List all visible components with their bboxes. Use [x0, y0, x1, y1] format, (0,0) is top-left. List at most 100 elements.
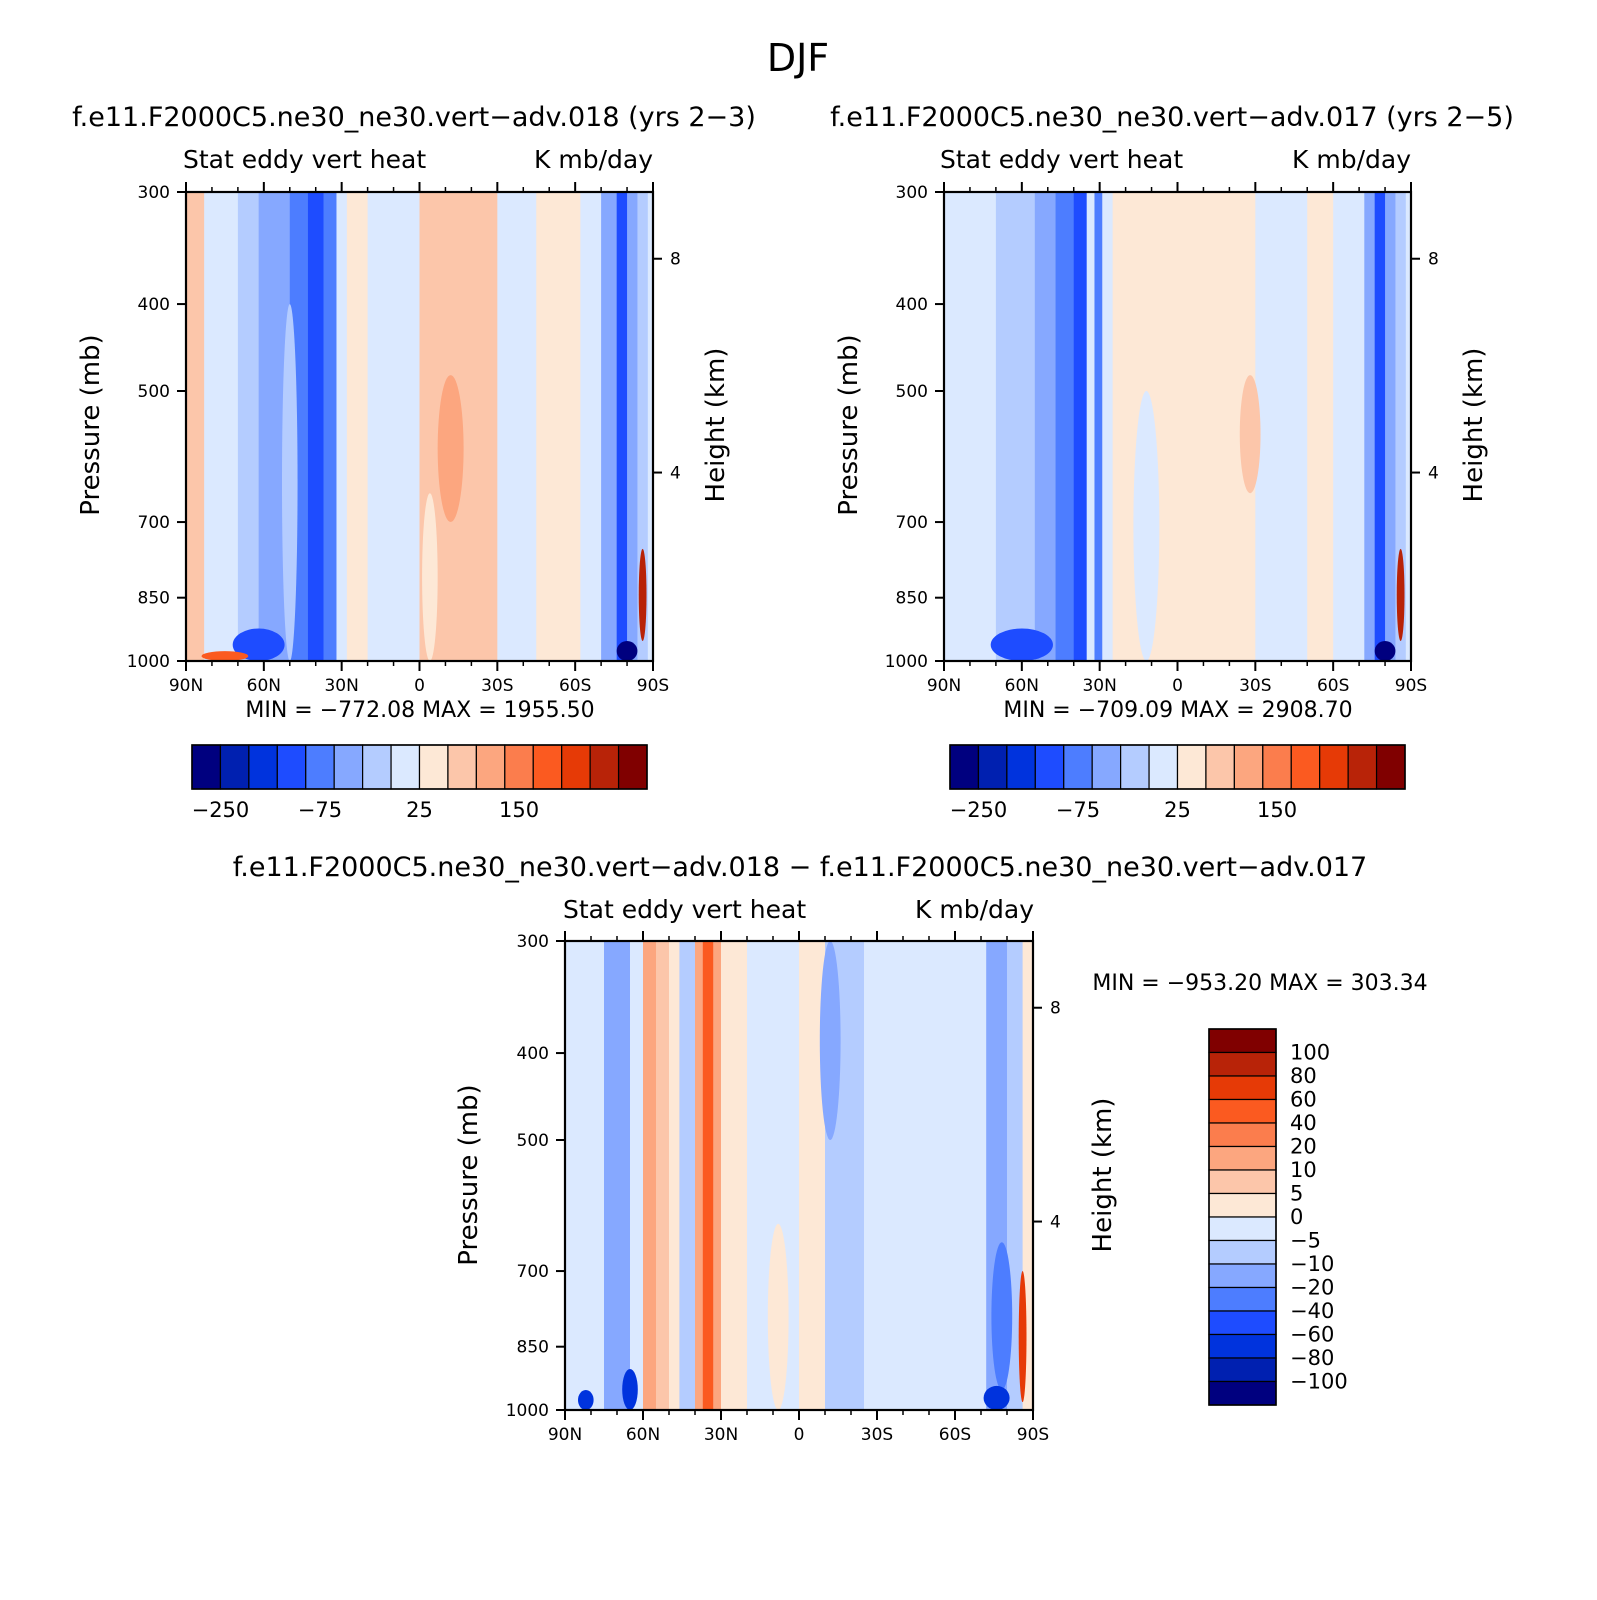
panel-2-min-max: MIN = −709.09 MAX = 2908.70: [1003, 698, 1352, 723]
y-tick-label: 300: [896, 183, 928, 203]
panel-3-plot-area: 90N 60N 30N 0 30S 60S 90S 300 400 500 700 850 1000 8 4: [506, 931, 1061, 1445]
field-band: [643, 941, 657, 1410]
colorbar-swatch: [333, 744, 364, 790]
y-tick-label: 850: [896, 589, 928, 609]
field-band: [1094, 192, 1103, 661]
field-band: [1086, 192, 1096, 661]
field-feature: [1239, 375, 1261, 494]
field-band: [702, 941, 714, 1410]
y-tick-label: 700: [517, 1262, 549, 1282]
field-feature: [622, 1368, 638, 1410]
y-tick-label: 500: [138, 382, 170, 402]
panel-1: f.e11.F2000C5.ne30_ne30.vert−adv.018 (yr…: [72, 102, 756, 822]
field-band: [186, 192, 205, 661]
panel-2-height-axis-title: Height (km): [1459, 348, 1489, 503]
colorbar-swatch: [1208, 1286, 1277, 1312]
y-tick-label: 700: [138, 513, 170, 533]
field-band: [1385, 192, 1397, 661]
colorbar-swatch: [1176, 744, 1207, 790]
colorbar-label: 60: [1290, 1088, 1317, 1112]
colorbar-swatch: [1208, 1216, 1277, 1242]
colorbar-swatch: [475, 744, 506, 790]
field-band: [336, 192, 348, 661]
x-tick-label: 90S: [1017, 1425, 1049, 1445]
field-feature: [1133, 390, 1160, 661]
panel-1-colorbar: −250 −75 25 150: [191, 744, 648, 822]
panel-3-variable-label: Stat eddy vert heat: [563, 895, 806, 924]
panel-3-title: f.e11.F2000C5.ne30_ne30.vert−adv.018 − f…: [233, 852, 1368, 883]
field-feature: [638, 548, 647, 642]
field-band: [944, 192, 997, 661]
colorbar-label: −75: [1056, 798, 1100, 822]
field-band: [580, 192, 602, 661]
panel-3-units-label: K mb/day: [915, 895, 1034, 924]
colorbar-label: −5: [1290, 1229, 1321, 1253]
x-tick-label: 0: [1172, 676, 1183, 696]
field-band: [237, 192, 260, 661]
field-feature: [422, 493, 438, 661]
field-band: [1102, 192, 1114, 661]
field-band: [1034, 192, 1057, 661]
colorbar-swatch: [589, 744, 620, 790]
panel-3-pressure-axis-title: Pressure (mb): [454, 1084, 484, 1265]
colorbar-swatch: [1208, 1239, 1277, 1265]
colorbar-swatch: [1290, 744, 1321, 790]
field-band: [713, 941, 722, 1410]
colorbar-label: 100: [1290, 1041, 1330, 1065]
figure-title: DJF: [767, 36, 829, 80]
colorbar-swatch: [219, 744, 250, 790]
panel-1-units-label: K mb/day: [534, 145, 653, 174]
panel-1-height-axis-title: Height (km): [701, 348, 731, 503]
colorbar-swatch: [1208, 1122, 1277, 1148]
panel-3: f.e11.F2000C5.ne30_ne30.vert−adv.018 − f…: [233, 852, 1428, 1445]
field-band: [695, 941, 704, 1410]
colorbar-swatch: [418, 744, 449, 790]
colorbar-swatch: [1208, 1192, 1277, 1218]
colorbar-label: −100: [1290, 1370, 1348, 1394]
y-tick-label: 300: [517, 932, 549, 952]
y-tick-label: 1000: [127, 652, 170, 672]
x-tick-label: 30S: [861, 1425, 893, 1445]
y-tick-label: 850: [138, 589, 170, 609]
colorbar-label: 5: [1290, 1182, 1303, 1206]
field-feature: [1018, 1271, 1027, 1403]
field-band: [1374, 192, 1386, 661]
field-band: [346, 192, 369, 661]
x-tick-label: 30N: [704, 1425, 738, 1445]
colorbar-swatch: [1208, 1310, 1277, 1336]
colorbar-label: −20: [1290, 1276, 1334, 1300]
colorbar-swatch: [390, 744, 421, 790]
colorbar-swatch: [617, 744, 648, 790]
field-band: [616, 192, 628, 661]
field-band: [679, 941, 696, 1410]
colorbar-swatch: [1208, 1098, 1277, 1124]
colorbar-label: −10: [1290, 1252, 1334, 1276]
colorbar-swatch: [362, 744, 392, 790]
x-tick-label: 60S: [559, 676, 591, 696]
colorbar-swatch: [504, 744, 534, 790]
colorbar-swatch: [1063, 744, 1093, 790]
x-tick-label: 60S: [939, 1425, 971, 1445]
y-tick-label: 1000: [506, 1401, 549, 1421]
colorbar-swatch: [248, 744, 278, 790]
field-band: [995, 192, 1036, 661]
field-band: [897, 941, 961, 1410]
colorbar-label: −40: [1290, 1299, 1334, 1323]
colorbar-swatch: [1091, 744, 1122, 790]
field-band: [1022, 941, 1034, 1410]
field-band: [1405, 192, 1412, 661]
field-band: [960, 941, 987, 1410]
colorbar-swatch: [1319, 744, 1349, 790]
field-feature: [281, 304, 298, 661]
field-band: [721, 941, 748, 1410]
field-band: [1307, 192, 1334, 661]
field-band: [669, 941, 680, 1410]
colorbar-label: 80: [1290, 1064, 1317, 1088]
x-tick-label: 60N: [247, 676, 281, 696]
field-feature: [201, 651, 249, 661]
x-tick-label: 0: [414, 676, 425, 696]
colorbar-swatch: [1208, 1263, 1277, 1289]
right-y-tick-label: 8: [670, 250, 681, 270]
field-band: [307, 192, 325, 661]
